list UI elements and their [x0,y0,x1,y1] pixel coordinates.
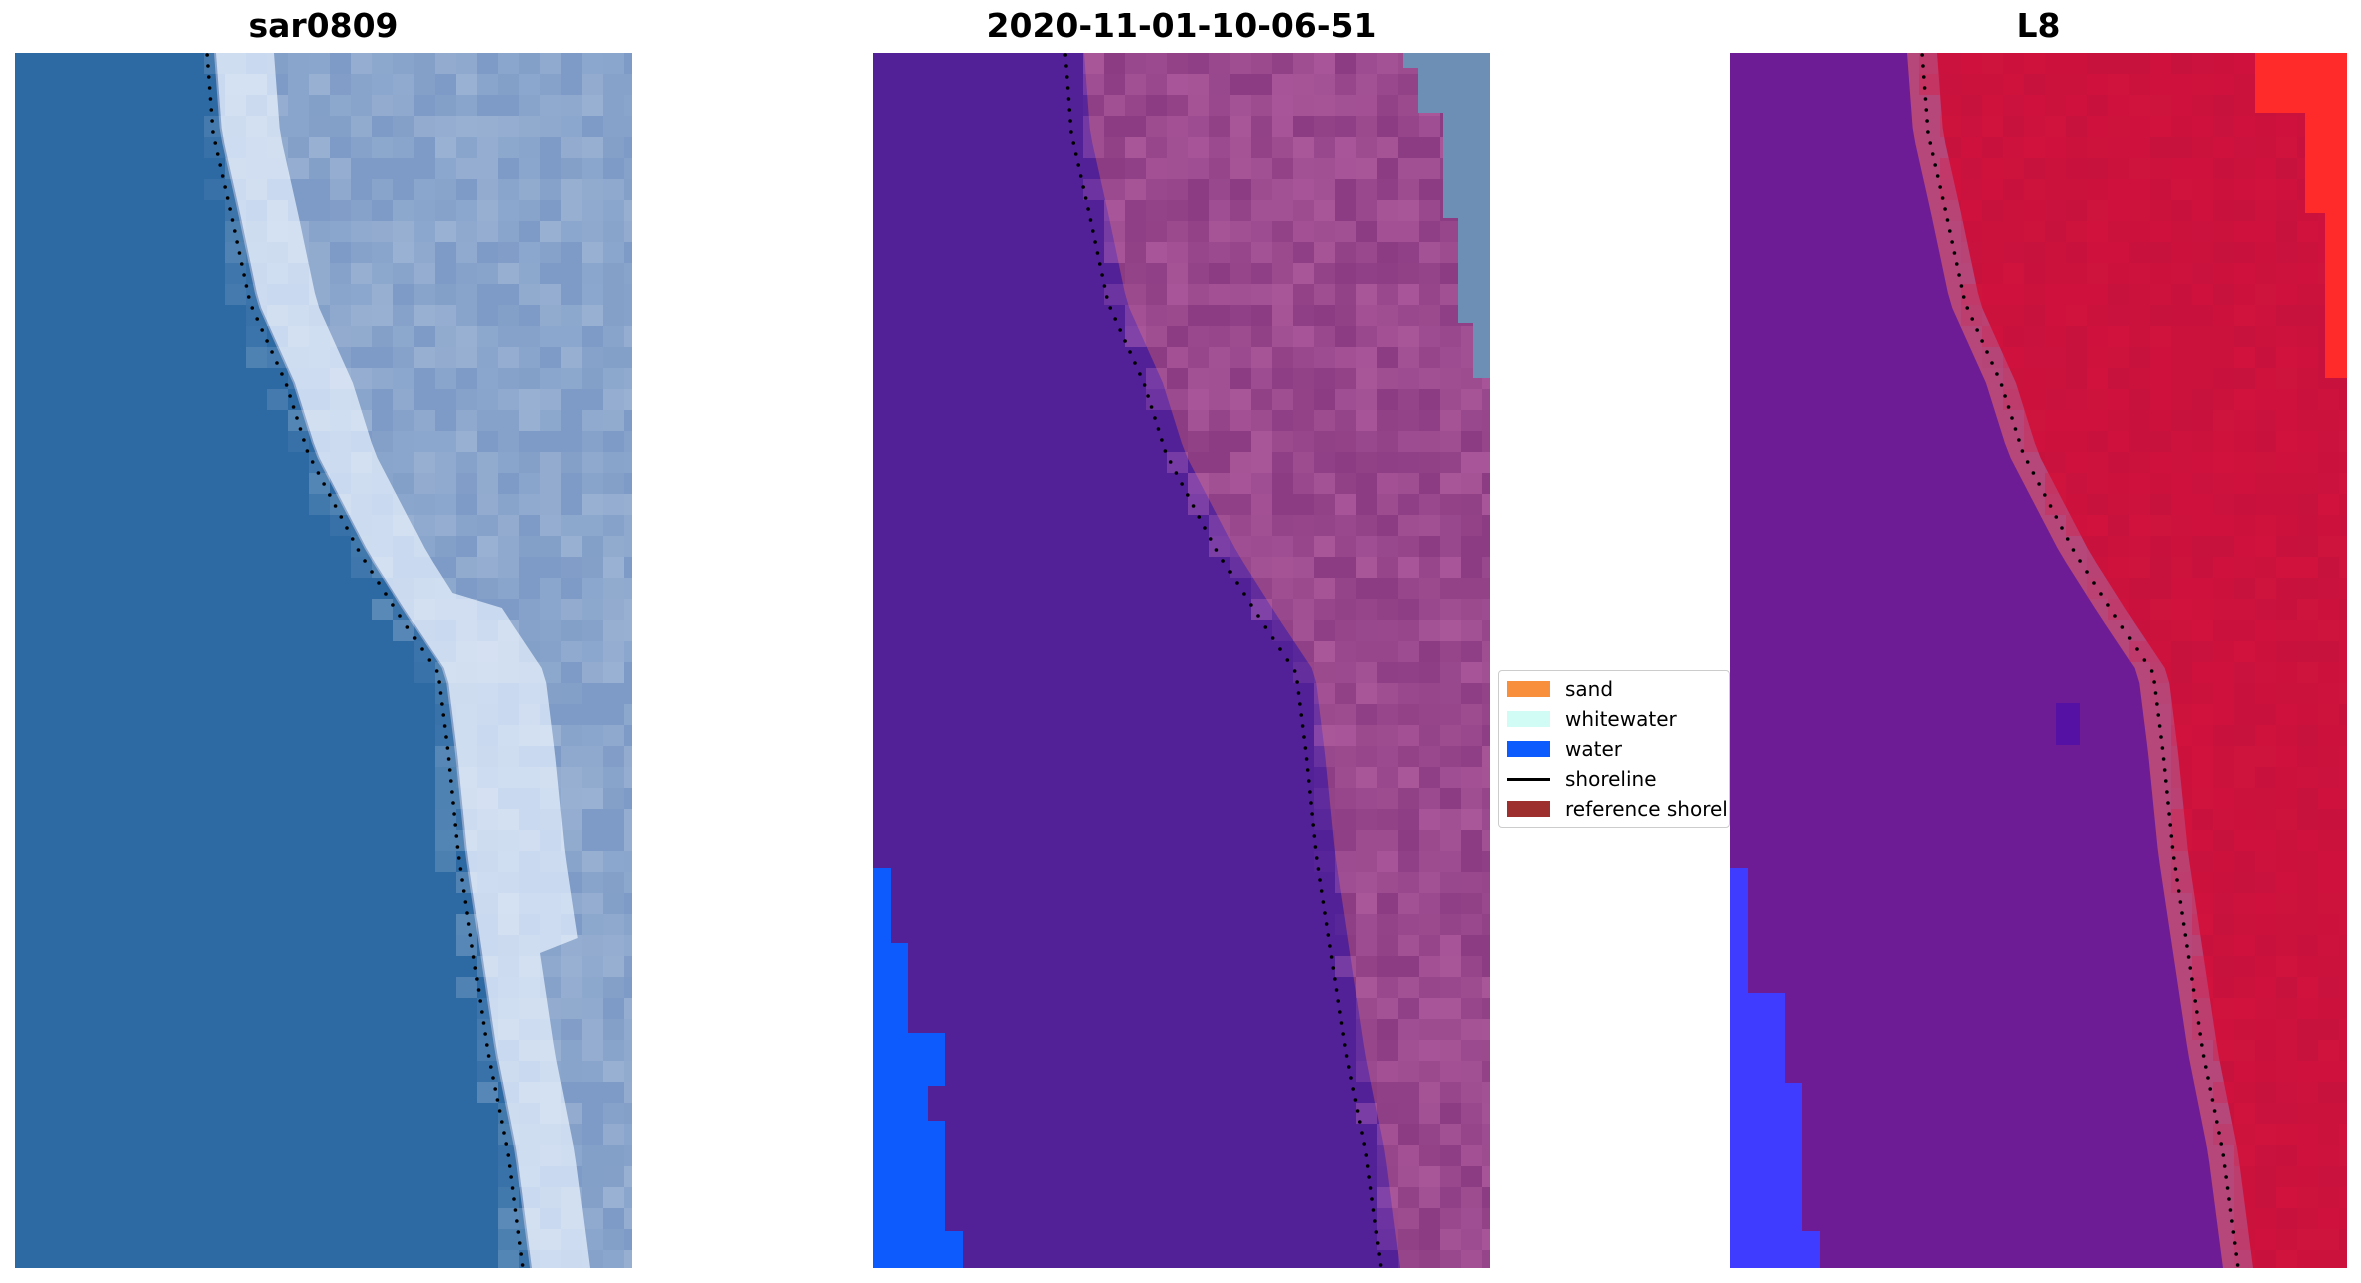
index-image-panel [1730,53,2347,1268]
panel-title-index: L8 [2016,6,2061,45]
unclassified-patch [1403,53,1490,378]
legend-swatch-reference-shoreline [1507,801,1550,817]
legend-swatch-water [1507,741,1550,757]
index-blue-region [1730,868,1820,1268]
panel-title-classified: 2020-11-01-10-06-51 [986,6,1377,45]
panel-title-rgb: sar0809 [248,6,399,45]
index-land-region [1937,53,2347,1268]
index-texture [1919,53,2347,1268]
legend-line-shoreline [1507,777,1550,781]
legend-item-shoreline: shoreline [1507,767,1657,791]
legend-label-shoreline: shoreline [1565,767,1657,791]
legend: sand whitewater water shoreline referenc… [1498,670,1730,828]
classified-image-panel [873,53,1490,1268]
legend-swatch-whitewater [1507,711,1550,727]
index-dark-patch [2056,703,2080,745]
legend-label-whitewater: whitewater [1565,707,1677,731]
legend-item-reference-shoreline: reference shoreline [1507,797,1729,821]
legend-item-water: water [1507,737,1622,761]
classified-land-region [1084,53,1490,1268]
legend-label-sand: sand [1565,677,1614,701]
legend-item-sand: sand [1507,677,1613,701]
surf-band [216,53,590,1268]
rgb-image-panel [15,53,632,1268]
legend-label-reference-shoreline: reference shoreline [1565,797,1729,821]
index-bright-region [2255,53,2347,378]
rgb-texture [204,53,632,1268]
shoreline-classified [1063,53,1383,1267]
shoreline-rgb [205,53,525,1267]
legend-swatch-sand [1507,681,1550,697]
legend-label-water: water [1565,737,1622,761]
water-class-region [873,868,963,1268]
legend-item-whitewater: whitewater [1507,707,1677,731]
shoreline-index [1920,53,2240,1267]
